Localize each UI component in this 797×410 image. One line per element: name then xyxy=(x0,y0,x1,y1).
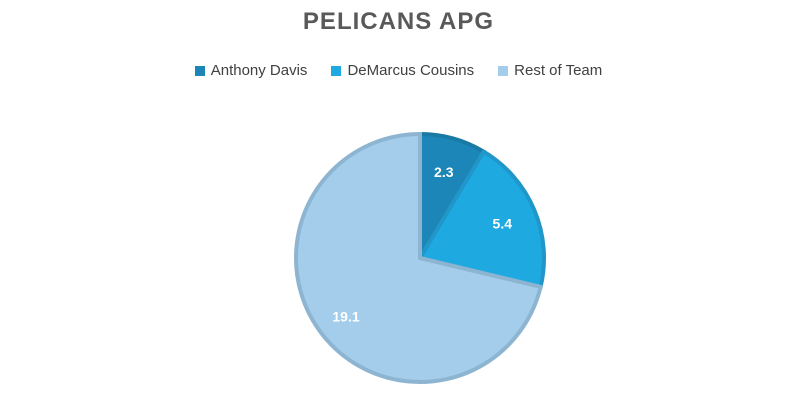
legend-label-demarcus-cousins: DeMarcus Cousins xyxy=(347,62,475,79)
data-label-anthony-davis: 2.3 xyxy=(434,164,454,180)
legend-swatch-demarcus-cousins xyxy=(331,65,342,76)
legend-item-anthony-davis: Anthony Davis xyxy=(194,62,308,79)
pie-slice-demarcus-cousins xyxy=(416,148,546,290)
legend-swatch-anthony-davis xyxy=(194,65,205,76)
data-label-rest-of-team: 19.1 xyxy=(332,308,359,324)
legend-item-demarcus-cousins: DeMarcus Cousins xyxy=(331,62,474,79)
pie-slice-rest-of-team xyxy=(294,131,544,384)
legend-item-rest-of-team: Rest of Team xyxy=(498,62,602,79)
legend-label-rest-of-team: Rest of Team xyxy=(514,62,603,79)
data-label-demarcus-cousins: 5.4 xyxy=(493,215,513,231)
legend-swatch-rest-of-team xyxy=(498,65,509,76)
legend: Anthony Davis DeMarcus Cousins Rest of T… xyxy=(0,62,797,79)
chart-title: PELICANS APG xyxy=(302,8,495,35)
legend-label-anthony-davis: Anthony Davis xyxy=(210,62,308,79)
